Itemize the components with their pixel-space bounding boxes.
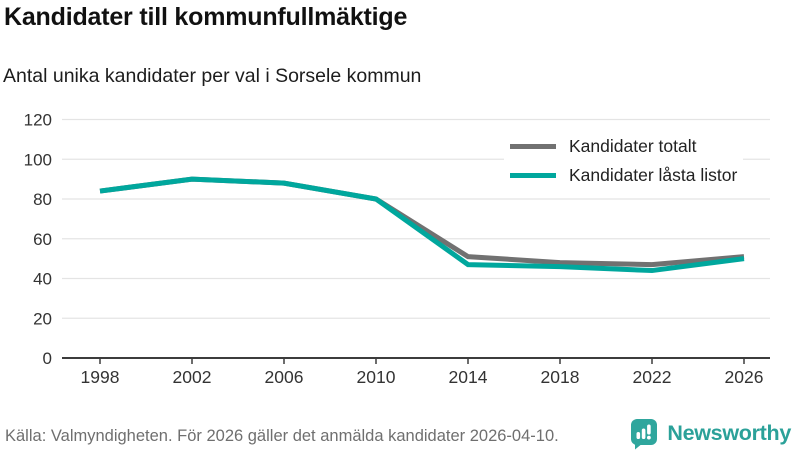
chart-title: Kandidater till kommunfullmäktige <box>4 3 408 31</box>
newsworthy-brand[interactable]: Newsworthy <box>629 417 791 450</box>
legend-swatch-lasta-listor <box>510 173 556 178</box>
x-tick-label: 2006 <box>265 367 304 387</box>
series-line-lasta-listor <box>99 176 745 274</box>
y-tick-label: 20 <box>33 309 52 328</box>
x-tick-label: 2014 <box>449 367 488 387</box>
x-tick-label: 2022 <box>633 367 672 387</box>
x-tick-label: 2010 <box>357 367 396 387</box>
chart-subtitle: Antal unika kandidater per val i Sorsele… <box>3 65 422 87</box>
legend-label-lasta-listor: Kandidater låsta listor <box>569 165 738 185</box>
x-tick-label: 2018 <box>541 367 580 387</box>
x-tick-label: 1998 <box>81 367 120 387</box>
y-tick-label: 60 <box>33 230 52 249</box>
newsworthy-logo-icon <box>631 419 658 450</box>
newsworthy-brand-name: Newsworthy <box>667 421 791 445</box>
y-tick-label: 80 <box>33 190 52 209</box>
y-tick-label: 0 <box>43 349 52 368</box>
y-tick-label: 120 <box>24 111 52 130</box>
source-note: Källa: Valmyndigheten. För 2026 gäller d… <box>5 427 559 445</box>
y-tick-label: 100 <box>24 150 52 169</box>
legend-item-lasta-listor: Kandidater låsta listor <box>510 161 737 190</box>
x-tick-label: 2026 <box>725 367 764 387</box>
y-tick-label: 40 <box>33 270 52 289</box>
legend-item-totalt: Kandidater totalt <box>510 132 737 161</box>
chart-legend: Kandidater totalt Kandidater låsta listo… <box>504 130 744 192</box>
x-tick-label: 2002 <box>173 367 212 387</box>
legend-swatch-totalt <box>510 144 556 149</box>
legend-label-totalt: Kandidater totalt <box>569 136 697 156</box>
